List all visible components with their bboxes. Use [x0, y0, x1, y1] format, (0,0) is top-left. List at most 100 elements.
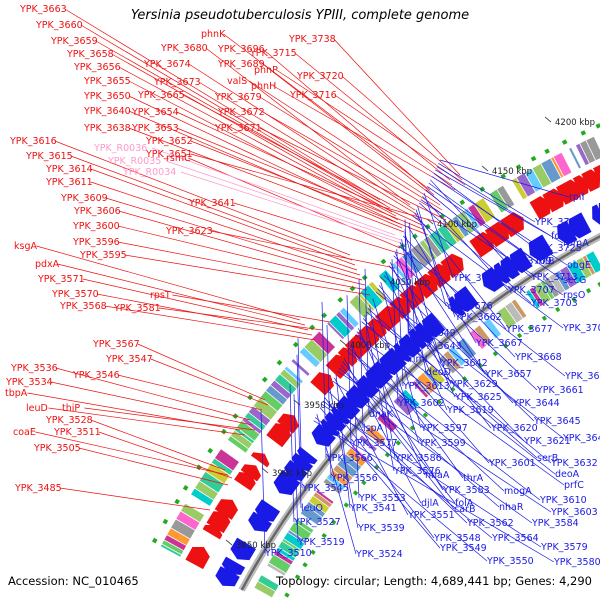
cog-block	[278, 541, 299, 558]
label-line	[137, 343, 266, 401]
cog-block	[339, 307, 359, 328]
forward-gene-label: pdxA	[35, 259, 60, 270]
cog-block	[555, 270, 570, 291]
label-line	[128, 127, 405, 233]
cog-block	[234, 428, 255, 444]
gene-arrow	[556, 179, 581, 205]
green-mark	[380, 258, 387, 265]
gene-arrow	[277, 413, 299, 434]
cog-block	[176, 511, 200, 530]
label-line	[314, 417, 488, 562]
cog-block	[171, 519, 195, 539]
forward-gene-label: YPK_3660	[35, 20, 83, 31]
forward-gene-label: YPK_3609	[60, 193, 108, 204]
gene-arrow	[248, 511, 273, 532]
cog-block	[551, 157, 564, 178]
label-line	[249, 80, 441, 206]
gene-arrow	[291, 452, 314, 472]
label-line	[361, 321, 556, 475]
label-line	[340, 364, 455, 510]
reverse-gene-label: YPK_3677	[505, 324, 553, 335]
forward-gene-label: rsmC	[166, 153, 191, 164]
reverse-gene-label: YPK_3676	[445, 301, 493, 312]
green-mark	[321, 312, 328, 319]
reverse-gene-label: YPK_3678	[564, 371, 600, 382]
gene-arrow	[469, 231, 495, 258]
reverse-gene-label: YPK_3602	[397, 398, 445, 409]
cog-block	[304, 339, 328, 363]
reverse-gene-label: rimI	[409, 354, 428, 365]
green-mark	[207, 447, 214, 454]
cog-block	[260, 391, 283, 412]
label-line	[372, 298, 420, 444]
green-mark	[384, 452, 391, 458]
green-mark	[527, 325, 533, 331]
cog-block	[497, 306, 517, 329]
label-line	[259, 96, 443, 211]
label-line	[354, 334, 565, 486]
green-mark	[373, 464, 380, 470]
green-mark	[555, 306, 561, 313]
forward-gene-label: YPK_3654	[131, 107, 179, 118]
label-line	[380, 282, 422, 429]
label-line	[366, 311, 552, 464]
reverse-gene-label: YPK_3545	[301, 483, 349, 494]
reverse-gene-label: YPK_3548	[433, 533, 481, 544]
cog-block	[540, 280, 555, 300]
rna-gene-label: YPK_R0036	[93, 143, 147, 154]
label-line	[333, 38, 461, 176]
cog-block	[273, 550, 293, 565]
label-line	[391, 258, 399, 404]
label-line	[337, 370, 552, 513]
green-mark	[182, 485, 189, 491]
cog-block	[412, 381, 429, 398]
label-line	[321, 403, 542, 548]
cog-block	[253, 397, 278, 420]
gene-arrow	[273, 469, 301, 496]
label-line	[398, 245, 566, 377]
label-line	[321, 301, 327, 459]
cog-block	[533, 282, 551, 304]
gene-arrow	[529, 196, 551, 220]
reverse-gene-label: leuO	[301, 503, 323, 514]
cog-block	[526, 290, 541, 309]
green-mark	[395, 440, 401, 446]
cog-block	[167, 528, 190, 546]
forward-gene-label: valS	[227, 76, 247, 87]
cog-block	[214, 449, 239, 471]
reverse-gene-label: YPK_3550	[486, 556, 534, 567]
cog-block	[227, 436, 249, 453]
cog-block	[423, 370, 440, 388]
label-line	[198, 81, 419, 216]
label-line	[351, 341, 360, 499]
cog-block	[457, 211, 476, 234]
cog-block	[248, 406, 271, 426]
green-mark	[162, 518, 169, 525]
scale-tick-label: 3850 kbp	[236, 541, 276, 551]
label-line	[431, 176, 568, 266]
cog-block	[474, 198, 496, 223]
label-line	[128, 110, 403, 229]
reverse-gene-label: YPK_3599	[418, 438, 466, 449]
gene-arrow	[297, 446, 318, 465]
cog-block	[199, 471, 224, 493]
green-mark	[515, 164, 522, 170]
label-line	[334, 94, 466, 186]
green-mark	[220, 428, 227, 435]
green-mark	[276, 359, 283, 366]
cog-block	[276, 547, 296, 561]
label-line	[70, 155, 353, 261]
gene-labels: YPK_3663 YPK_3660 YPK_3659 YPK_3658 YPK_3656…	[5, 4, 600, 568]
cog-block	[291, 359, 310, 376]
label-line	[35, 431, 229, 476]
reverse-gene-label: YPK_3703	[530, 298, 578, 309]
green-mark	[337, 296, 344, 303]
green-mark	[261, 376, 268, 383]
green-mark	[309, 324, 316, 331]
reverse-gene-label: YPK_3725	[534, 243, 582, 254]
label-line	[233, 202, 406, 256]
green-mark	[330, 519, 337, 525]
reverse-gene-label: YPK_3539	[357, 523, 405, 534]
label-line	[50, 381, 253, 426]
label-line	[422, 196, 509, 291]
